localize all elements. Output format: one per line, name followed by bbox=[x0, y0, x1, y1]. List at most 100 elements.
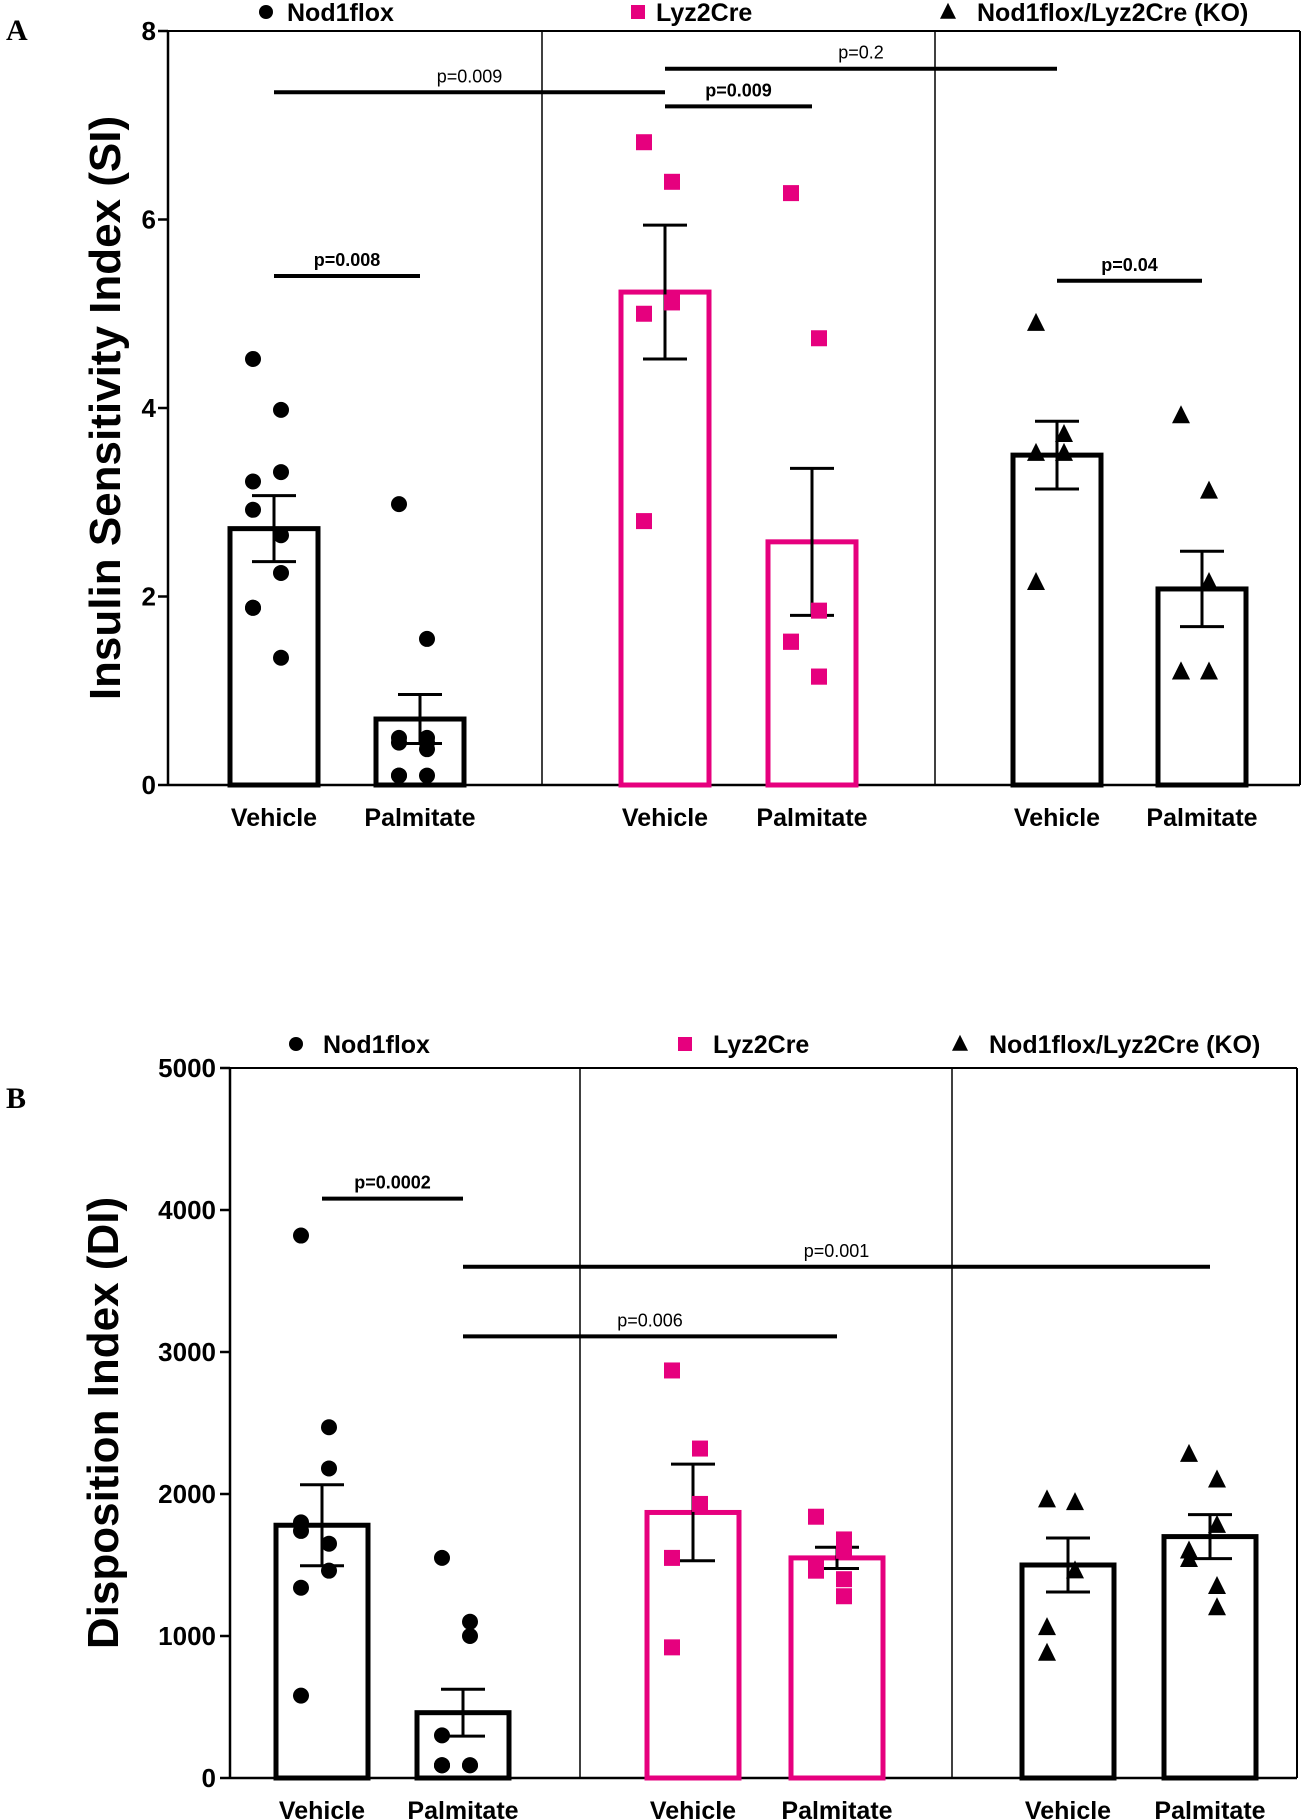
legend-label-3: Nod1flox/Lyz2Cre (KO) bbox=[977, 0, 1248, 27]
data-point bbox=[321, 1535, 337, 1552]
legend-marker-3 bbox=[940, 2, 956, 19]
data-point bbox=[808, 1562, 824, 1579]
data-point bbox=[245, 599, 261, 616]
data-point bbox=[1208, 1514, 1226, 1533]
x-category-label: Palmitate bbox=[407, 1797, 518, 1819]
data-point bbox=[245, 501, 261, 518]
bar-3-vehicle bbox=[1019, 1562, 1117, 1781]
bar-3-palmitate bbox=[1161, 1534, 1259, 1781]
legend-label-1: Nod1flox bbox=[287, 0, 394, 27]
legend-marker-2 bbox=[631, 5, 645, 19]
y-axis-title: Insulin Sensitivity Index (SI) bbox=[81, 116, 130, 700]
data-point bbox=[1055, 424, 1073, 443]
y-tick-label: 0 bbox=[202, 1763, 216, 1793]
data-point bbox=[434, 1727, 450, 1744]
y-tick-label: 2000 bbox=[158, 1479, 216, 1509]
y-tick-label: 6 bbox=[142, 205, 156, 235]
data-point bbox=[462, 1613, 478, 1630]
x-category-label: Vehicle bbox=[231, 804, 317, 832]
y-tick-label: 1000 bbox=[158, 1621, 216, 1651]
data-point bbox=[1180, 1548, 1198, 1567]
data-point bbox=[321, 1419, 337, 1436]
p-value-label: p=0.009 bbox=[705, 80, 772, 100]
data-point bbox=[293, 1522, 309, 1539]
x-category-label: Vehicle bbox=[622, 804, 708, 832]
p-value-label: p=0.001 bbox=[804, 1241, 870, 1261]
y-tick-label: 3000 bbox=[158, 1337, 216, 1367]
data-point bbox=[808, 1508, 824, 1525]
data-point bbox=[245, 350, 261, 367]
data-point bbox=[1038, 1642, 1056, 1661]
data-point bbox=[321, 1562, 337, 1579]
x-category-label: Palmitate bbox=[1154, 1797, 1265, 1819]
data-point bbox=[1172, 661, 1190, 680]
legend-marker-1 bbox=[259, 5, 273, 19]
data-point bbox=[664, 173, 680, 190]
data-point bbox=[636, 134, 652, 151]
p-value-label: p=0.008 bbox=[314, 250, 381, 270]
data-point bbox=[273, 401, 289, 418]
x-category-label: Palmitate bbox=[756, 804, 867, 832]
x-category-label: Vehicle bbox=[650, 1797, 736, 1819]
data-point bbox=[1038, 1617, 1056, 1636]
panel-a-chart: 0 2 4 6 8 Insulin Sensitivity Index (SI) Nod1f… bbox=[81, 0, 1301, 832]
y-tick-label: 0 bbox=[142, 770, 156, 800]
legend-label-1: Nod1flox bbox=[323, 1031, 430, 1059]
data-point bbox=[293, 1687, 309, 1704]
y-tick-label: 4 bbox=[142, 393, 157, 423]
data-point bbox=[664, 1549, 680, 1566]
x-category-label: Palmitate bbox=[364, 804, 475, 832]
data-point bbox=[636, 305, 652, 322]
data-point bbox=[1066, 1560, 1084, 1579]
data-point bbox=[1200, 572, 1218, 591]
data-point bbox=[1027, 572, 1045, 591]
data-point bbox=[836, 1542, 852, 1559]
legend-label-2: Lyz2Cre bbox=[656, 0, 752, 27]
data-point bbox=[783, 633, 799, 650]
panel-letter-b: B bbox=[6, 1082, 26, 1115]
data-point bbox=[434, 1549, 450, 1566]
data-point bbox=[836, 1588, 852, 1605]
data-point bbox=[783, 185, 799, 202]
p-value-label: p=0.04 bbox=[1101, 255, 1158, 275]
data-point bbox=[391, 767, 407, 784]
legend-marker-2 bbox=[678, 1037, 692, 1051]
data-point bbox=[273, 649, 289, 666]
legend-marker-3 bbox=[952, 1034, 968, 1051]
panel-letter-a: A bbox=[6, 14, 28, 47]
data-point bbox=[1200, 661, 1218, 680]
y-tick-label: 2 bbox=[142, 582, 156, 612]
data-point bbox=[664, 1639, 680, 1656]
legend-label-3: Nod1flox/Lyz2Cre (KO) bbox=[989, 1031, 1260, 1059]
data-point bbox=[664, 1362, 680, 1379]
data-point bbox=[1172, 405, 1190, 424]
data-point bbox=[811, 330, 827, 347]
y-tick-label: 4000 bbox=[158, 1195, 216, 1225]
p-value-label: p=0.009 bbox=[437, 66, 503, 86]
data-point bbox=[692, 1495, 708, 1512]
data-point bbox=[811, 602, 827, 619]
data-point bbox=[1208, 1469, 1226, 1488]
x-category-label: Vehicle bbox=[1025, 1797, 1111, 1819]
p-value-label: p=0.0002 bbox=[354, 1173, 431, 1193]
data-point bbox=[1027, 442, 1045, 461]
p-value-label: p=0.006 bbox=[617, 1310, 683, 1330]
data-point bbox=[1055, 442, 1073, 461]
panel-b-chart: 0 1000 2000 3000 4000 5000 Disposition Index (… bbox=[79, 1031, 1298, 1819]
legend-marker-1 bbox=[289, 1037, 303, 1051]
data-point bbox=[1200, 480, 1218, 499]
data-point bbox=[293, 1227, 309, 1244]
x-category-label: Palmitate bbox=[781, 1797, 892, 1819]
data-point bbox=[273, 564, 289, 581]
data-point bbox=[434, 1757, 450, 1774]
data-point bbox=[836, 1571, 852, 1588]
data-point bbox=[391, 496, 407, 513]
data-point bbox=[293, 1579, 309, 1596]
y-tick-label: 8 bbox=[142, 16, 156, 46]
data-point bbox=[811, 668, 827, 685]
data-point bbox=[664, 294, 680, 311]
data-point bbox=[1038, 1489, 1056, 1508]
data-point bbox=[1027, 312, 1045, 331]
data-point bbox=[462, 1757, 478, 1774]
data-point bbox=[1208, 1597, 1226, 1616]
